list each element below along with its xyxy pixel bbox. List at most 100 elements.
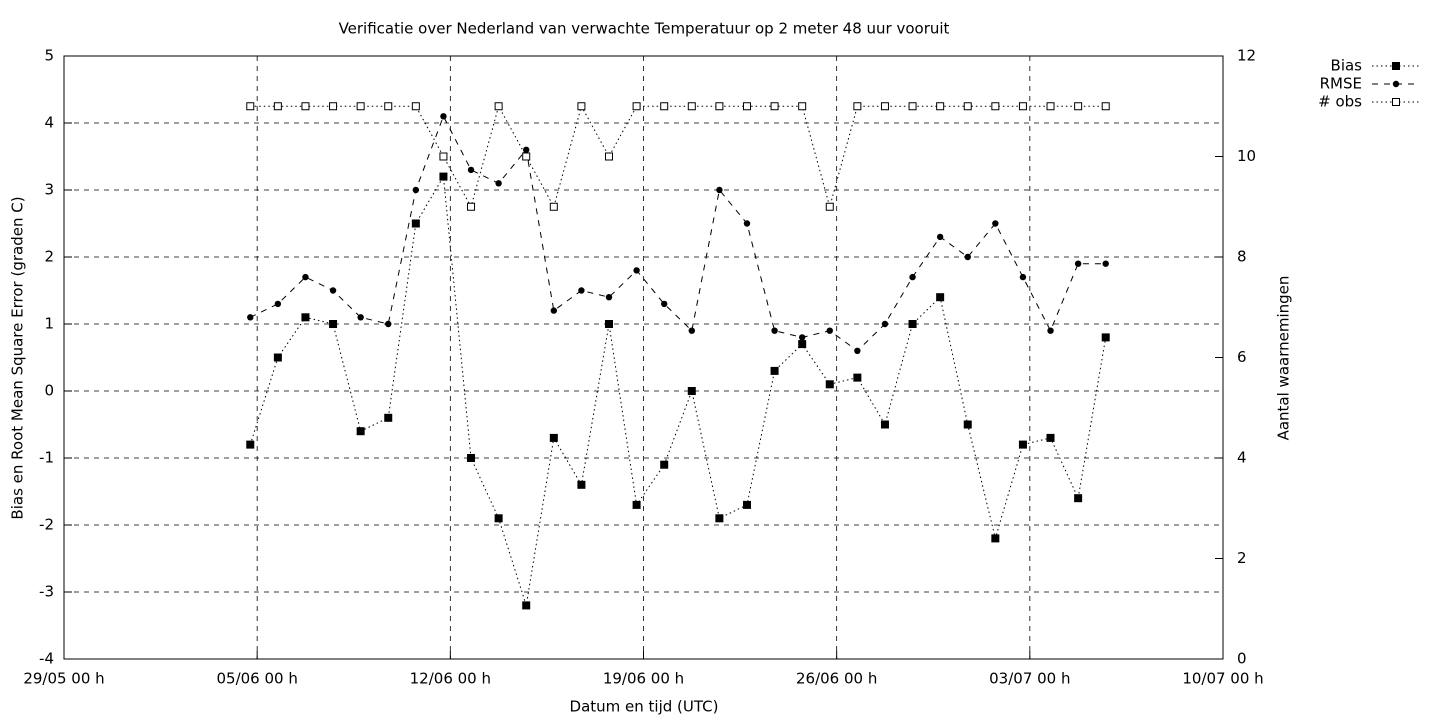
data-point	[412, 186, 420, 194]
data-point	[1018, 102, 1027, 111]
data-point	[411, 102, 420, 111]
data-point	[1047, 327, 1054, 334]
data-point	[384, 413, 393, 422]
data-point	[1018, 440, 1027, 449]
data-point	[273, 353, 282, 362]
plot-frame	[63, 55, 1224, 660]
data-point	[411, 219, 420, 228]
data-point	[357, 314, 364, 321]
data-point	[495, 180, 502, 187]
data-point	[1019, 273, 1027, 281]
data-point	[578, 287, 585, 294]
y-tick-label: 3	[44, 181, 54, 199]
data-point	[715, 102, 724, 111]
data-point	[1101, 333, 1110, 342]
data-point	[853, 102, 862, 111]
data-point	[522, 601, 531, 610]
data-point	[771, 327, 778, 334]
series-line	[249, 175, 1107, 606]
data-point	[825, 202, 834, 211]
y2-tick-label: 2	[1237, 549, 1247, 567]
data-point	[632, 102, 641, 111]
data-point	[687, 102, 696, 111]
data-point	[936, 233, 944, 241]
data-point	[660, 102, 669, 111]
y-tick-label: 4	[44, 114, 54, 132]
legend-marker	[1392, 98, 1400, 106]
data-point	[356, 427, 365, 436]
data-point	[523, 146, 530, 153]
data-point	[770, 102, 779, 111]
x-tick-label: 12/06 00 h	[410, 670, 491, 688]
data-point	[384, 102, 393, 111]
data-point	[908, 320, 917, 328]
data-point	[825, 380, 834, 389]
y-axis-label: Bias en Root Mean Square Error (graden C…	[9, 196, 27, 519]
data-point	[301, 102, 310, 111]
data-point	[1074, 494, 1083, 503]
data-point	[660, 460, 669, 469]
data-point	[329, 102, 338, 111]
data-point	[854, 347, 861, 354]
chart-title: Verificatie over Nederland van verwachte…	[339, 20, 950, 38]
data-point	[853, 373, 862, 382]
y2-tick-label: 6	[1237, 348, 1247, 366]
y-tick-label: -3	[39, 583, 54, 601]
data-point	[577, 102, 586, 111]
data-point	[743, 220, 751, 227]
data-point	[964, 253, 971, 261]
data-point	[467, 454, 476, 462]
data-point	[439, 172, 448, 181]
data-point	[549, 202, 558, 211]
x-tick-label: 29/05 00 h	[23, 670, 104, 688]
data-point	[1102, 260, 1109, 267]
data-point	[908, 102, 917, 111]
data-point	[246, 440, 255, 449]
data-point	[798, 102, 807, 111]
data-point	[909, 273, 916, 281]
data-point	[936, 102, 945, 111]
data-point	[1046, 102, 1055, 111]
data-point	[991, 534, 1000, 543]
data-point	[660, 300, 668, 308]
data-point	[522, 152, 531, 161]
data-point	[439, 152, 448, 161]
data-point	[247, 314, 254, 321]
legend-label: RMSE	[1320, 75, 1362, 93]
data-point	[963, 102, 972, 111]
y2-tick-label: 12	[1237, 47, 1256, 65]
data-point	[880, 420, 889, 429]
data-point	[605, 294, 613, 301]
data-point	[798, 340, 807, 349]
data-point	[742, 500, 751, 509]
data-point	[440, 113, 447, 120]
data-point	[826, 327, 833, 334]
y2-tick-label: 10	[1237, 147, 1256, 165]
x-tick-label: 03/07 00 h	[989, 670, 1070, 688]
data-point	[301, 313, 310, 322]
data-point	[273, 102, 282, 111]
data-point	[1074, 260, 1082, 267]
y-tick-label: -2	[39, 516, 54, 534]
x-tick-label: 05/06 00 h	[216, 670, 297, 688]
x-axis-label: Datum en tijd (UTC)	[570, 698, 719, 716]
data-point	[716, 186, 723, 194]
data-point	[963, 420, 972, 429]
legend-label: # obs	[1318, 93, 1362, 111]
data-point	[577, 480, 586, 489]
y2-tick-label: 0	[1237, 650, 1247, 668]
data-point	[329, 320, 338, 328]
y2-tick-label: 8	[1237, 248, 1247, 266]
data-point	[246, 102, 255, 111]
data-point	[715, 514, 724, 523]
x-tick-label: 26/06 00 h	[796, 670, 877, 688]
y-tick-label: -4	[39, 650, 54, 668]
data-point	[494, 102, 503, 111]
data-point	[605, 320, 614, 328]
y-tick-label: -1	[39, 449, 54, 467]
legend-marker	[1392, 80, 1400, 88]
data-point	[467, 166, 475, 174]
series-line	[250, 104, 1106, 209]
data-point	[605, 152, 614, 161]
